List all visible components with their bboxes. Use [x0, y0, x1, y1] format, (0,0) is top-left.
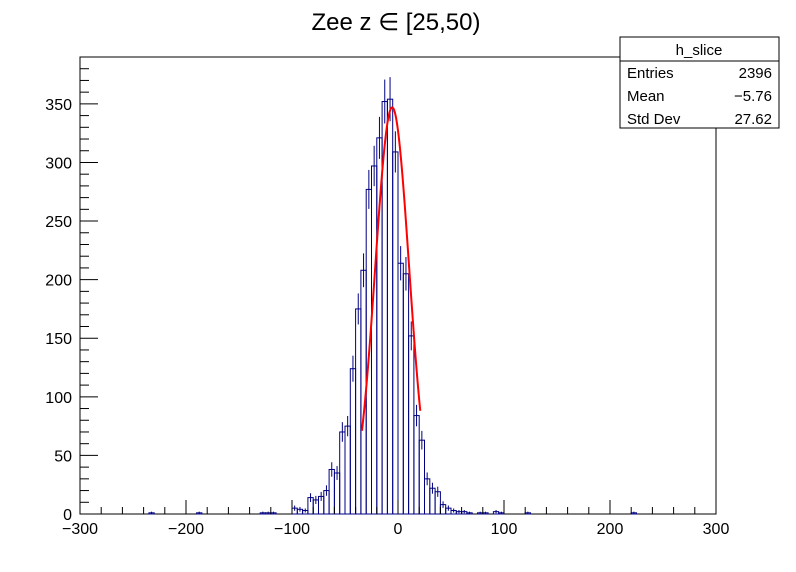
- stats-value-mean: −5.76: [734, 88, 772, 105]
- histogram-bin: [148, 511, 155, 515]
- stats-value-std-dev: 27.62: [734, 111, 772, 128]
- histogram-bin: [418, 430, 426, 515]
- y-tick-label: 300: [45, 155, 72, 172]
- x-tick-label: 100: [491, 521, 518, 538]
- stats-label-mean: Mean: [627, 88, 665, 105]
- stats-value-entries: 2396: [739, 65, 772, 82]
- y-tick-label: 0: [63, 507, 72, 524]
- x-tick-label: 200: [597, 521, 624, 538]
- x-tick-label: −300: [62, 521, 98, 538]
- stats-label-std-dev: Std Dev: [627, 111, 681, 128]
- x-tick-label: 0: [394, 521, 403, 538]
- x-tick-label: −200: [168, 521, 204, 538]
- stats-box-border: [619, 36, 780, 129]
- y-tick-label: 350: [45, 97, 72, 114]
- x-tick-label: 300: [703, 521, 730, 538]
- y-tick-label: 250: [45, 214, 72, 231]
- stats-box: h_slice Entries 2396 Mean −5.76 Std Dev …: [619, 36, 780, 129]
- histogram-bin: [466, 511, 473, 515]
- histogram-bin: [434, 486, 441, 515]
- gaussian-fit-series: [360, 106, 422, 431]
- y-tick-label: 100: [45, 390, 72, 407]
- y-tick-label: 50: [54, 448, 72, 465]
- stats-label-entries: Entries: [627, 65, 674, 82]
- stats-box-name: h_slice: [676, 42, 723, 59]
- fit-curve: [360, 106, 422, 431]
- x-tick-label: −100: [274, 521, 310, 538]
- y-tick-label: 150: [45, 331, 72, 348]
- axes: −300 −200 −100 0 100 200 300 0 50 100 150 200 250 300…: [45, 56, 730, 538]
- chart-title: Zee z ∈ [25,50): [312, 9, 481, 36]
- histogram-bin: [196, 511, 203, 515]
- y-tick-label: 200: [45, 273, 72, 290]
